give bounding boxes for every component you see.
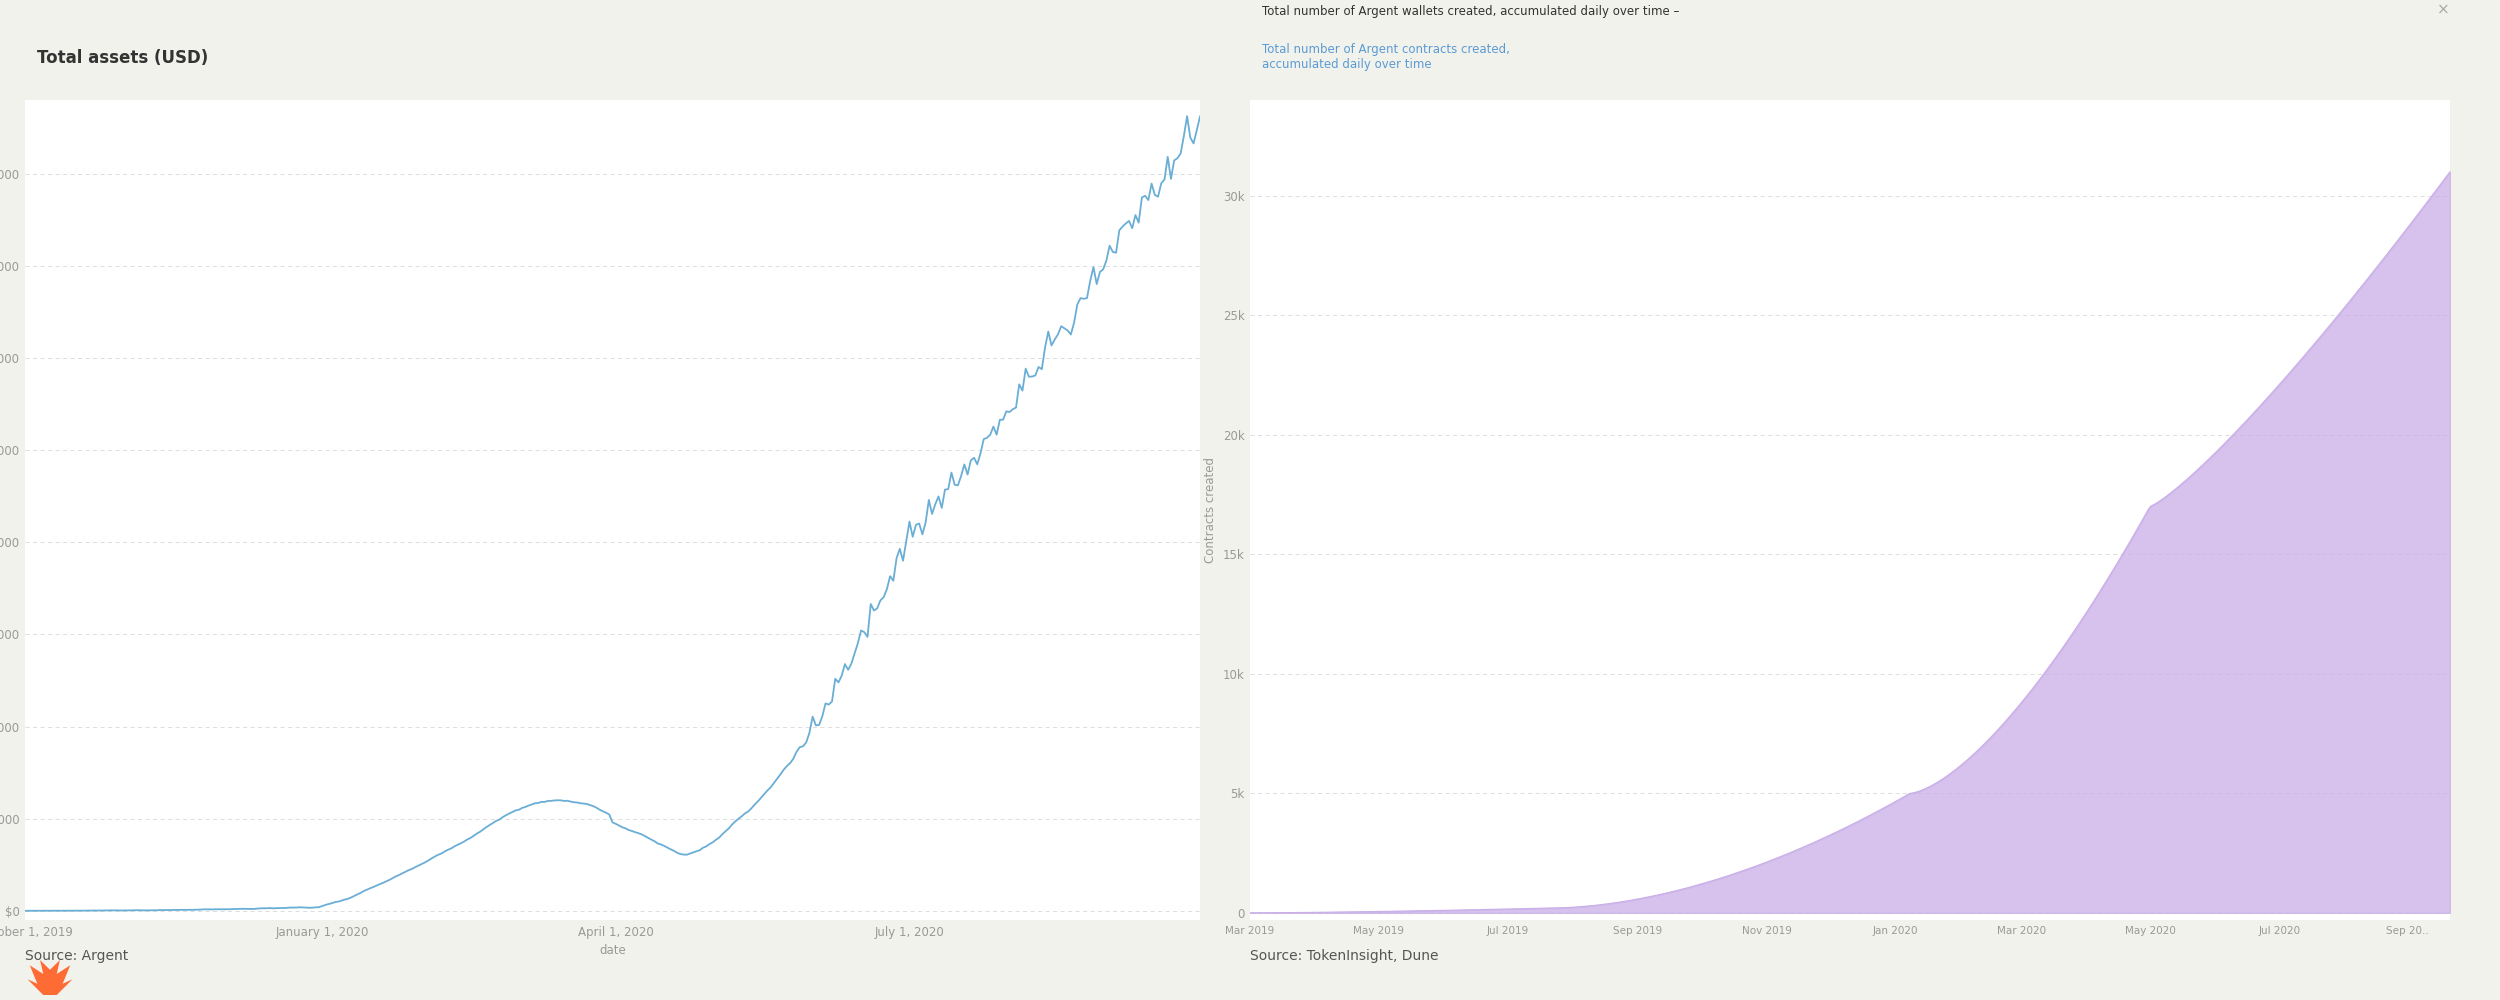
Text: Source: TokenInsight, Dune: Source: TokenInsight, Dune [1250, 949, 1438, 963]
Polygon shape [28, 960, 72, 995]
Text: Total assets (USD): Total assets (USD) [38, 49, 208, 67]
Text: Source: Argent: Source: Argent [25, 949, 127, 963]
X-axis label: date: date [600, 944, 625, 957]
Y-axis label: Contracts created: Contracts created [1205, 457, 1218, 563]
Text: Total number of Argent wallets created, accumulated daily over time –: Total number of Argent wallets created, … [1262, 5, 1680, 18]
Text: ×: × [2438, 3, 2450, 18]
Text: Total number of Argent contracts created,
accumulated daily over time: Total number of Argent contracts created… [1262, 43, 1510, 71]
